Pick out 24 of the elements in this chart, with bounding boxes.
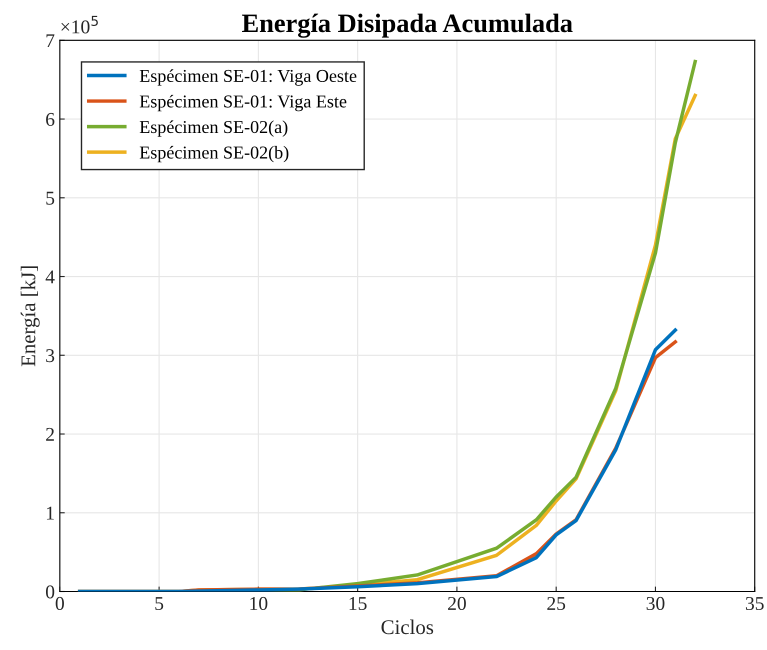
legend-label: Espécimen SE-02(b) — [140, 146, 288, 162]
y-axis-title: Energía [kJ] — [20, 266, 40, 366]
y-tick-label: 1 — [46, 506, 54, 520]
y-tick-label: 5 — [46, 192, 54, 205]
x-tick-label: 15 — [350, 597, 367, 610]
x-tick-label: 5 — [155, 597, 164, 610]
y-tick-label: 7 — [46, 34, 54, 48]
x-axis-title: Ciclos — [382, 620, 434, 634]
x-tick-label: 25 — [547, 596, 566, 610]
y-tick-label: 0 — [46, 585, 54, 598]
text: ×10$^{5}$ — [61, 16, 98, 34]
chart-title: Energía Disipada Acumulada — [242, 14, 573, 38]
x-tick-label: 30 — [646, 596, 664, 610]
y-tick-label: 6 — [46, 112, 54, 126]
x-tick-label: 0 — [56, 596, 64, 610]
y-tick-label: 3 — [46, 349, 54, 362]
x-tick-label: 35 — [746, 596, 764, 610]
y-tick-label: 2 — [46, 428, 54, 441]
legend-label: Espécimen SE-01: Viga Este — [140, 94, 346, 112]
x-tick-label: 20 — [448, 596, 466, 610]
legend-label: Espécimen SE-02(a) — [140, 120, 288, 137]
legend-label: Espécimen SE-01: Viga Oeste — [140, 69, 356, 86]
x-tick-label: 10 — [250, 596, 268, 610]
y-tick-label: 4 — [46, 270, 55, 284]
